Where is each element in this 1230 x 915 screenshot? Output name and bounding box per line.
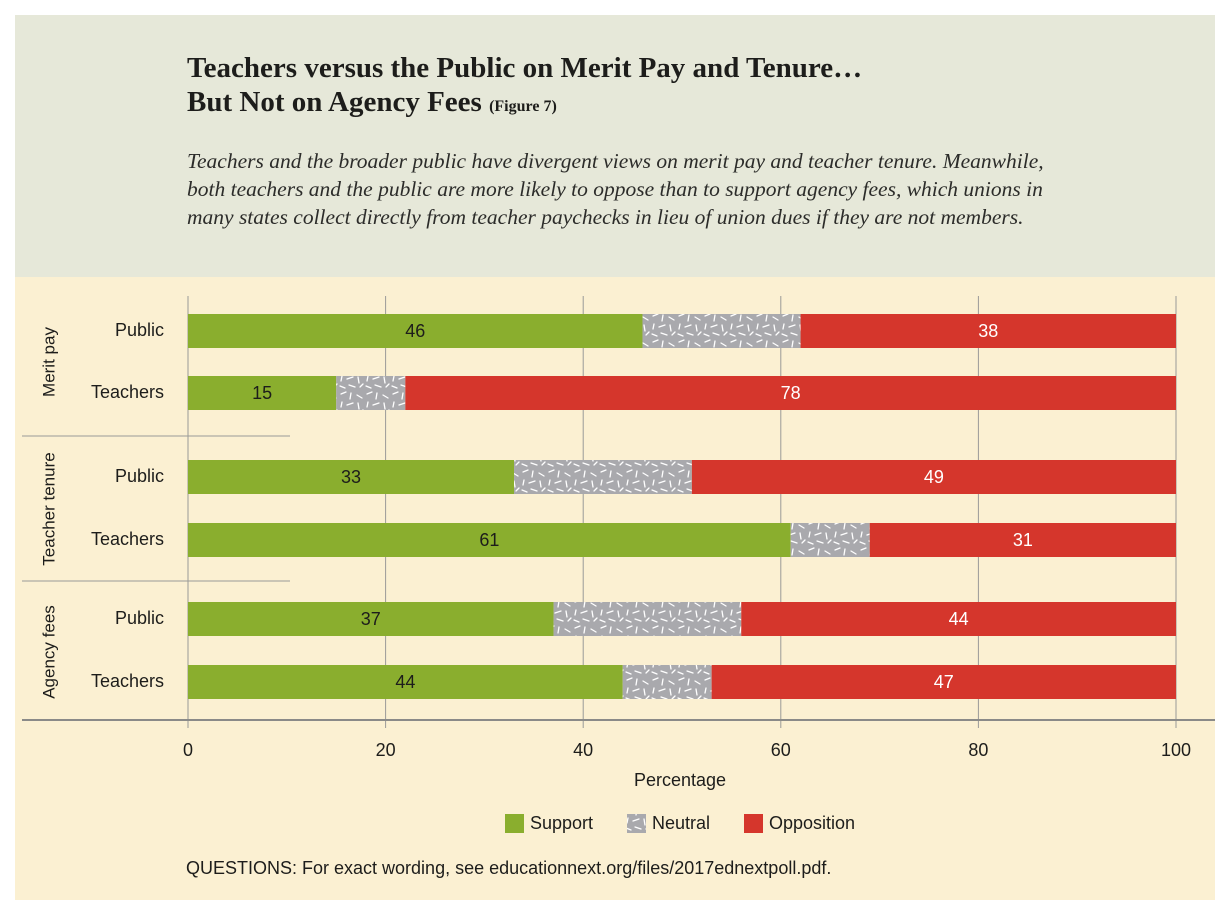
bar-value-label-support: 15 (252, 383, 272, 403)
bar-support (188, 376, 337, 410)
legend-label-opposition: Opposition (769, 813, 855, 833)
row-label: Public (115, 320, 164, 340)
title-line-2: But Not on Agency Fees (Figure 7) (187, 85, 1187, 124)
x-axis-title: Percentage (634, 770, 726, 790)
bar-support (188, 602, 554, 636)
group-label: Teacher tenure (39, 452, 58, 565)
legend-swatch-support (505, 814, 524, 833)
questions-note: QUESTIONS: For exact wording, see educat… (186, 858, 832, 878)
bar-opposition (800, 314, 1176, 348)
row-label: Teachers (91, 382, 164, 402)
bar-neutral (622, 665, 712, 699)
group-label: Agency fees (39, 605, 58, 699)
bar-neutral (642, 314, 801, 348)
bar-value-label-opposition: 49 (924, 467, 944, 487)
bar-opposition (711, 665, 1176, 699)
bar-opposition (869, 523, 1176, 557)
x-tick-label: 80 (968, 740, 988, 760)
bar-support (188, 460, 515, 494)
bar-value-label-opposition: 78 (781, 383, 801, 403)
x-tick-label: 60 (771, 740, 791, 760)
bar-value-label-opposition: 44 (949, 609, 969, 629)
figure-number-label: (Figure 7) (489, 98, 557, 115)
title-line-1: Teachers versus the Public on Merit Pay … (187, 52, 863, 84)
bar-neutral (553, 602, 742, 636)
bar-support (188, 314, 643, 348)
figure-title: Teachers versus the Public on Merit Pay … (187, 51, 1187, 124)
legend-swatch-neutral (627, 814, 646, 833)
bar-opposition (405, 376, 1176, 410)
bar-value-label-support: 37 (361, 609, 381, 629)
figure-header: Teachers versus the Public on Merit Pay … (15, 15, 1215, 277)
bar-value-label-opposition: 31 (1013, 530, 1033, 550)
bar-value-label-opposition: 38 (978, 321, 998, 341)
group-label: Merit pay (39, 327, 58, 397)
x-tick-label: 100 (1161, 740, 1191, 760)
bar-value-label-support: 33 (341, 467, 361, 487)
legend-swatch-opposition (744, 814, 763, 833)
bar-opposition (741, 602, 1176, 636)
bar-value-label-support: 46 (405, 321, 425, 341)
bar-neutral (790, 523, 870, 557)
x-tick-label: 40 (573, 740, 593, 760)
x-tick-label: 0 (183, 740, 193, 760)
bar-opposition (691, 460, 1176, 494)
bar-neutral (336, 376, 406, 410)
row-label: Public (115, 466, 164, 486)
figure-frame: Teachers versus the Public on Merit Pay … (15, 15, 1215, 900)
legend-label-support: Support (530, 813, 593, 833)
row-label: Teachers (91, 529, 164, 549)
row-label: Teachers (91, 671, 164, 691)
title-line-2-text: But Not on Agency Fees (187, 86, 482, 118)
bar-value-label-opposition: 47 (934, 672, 954, 692)
bar-neutral (514, 460, 692, 494)
row-label: Public (115, 608, 164, 628)
figure-subtitle: Teachers and the broader public have div… (187, 149, 1044, 229)
bar-support (188, 665, 623, 699)
bar-support (188, 523, 791, 557)
bar-value-label-support: 44 (395, 672, 415, 692)
x-tick-label: 20 (376, 740, 396, 760)
bar-value-label-support: 61 (479, 530, 499, 550)
legend-label-neutral: Neutral (652, 813, 710, 833)
